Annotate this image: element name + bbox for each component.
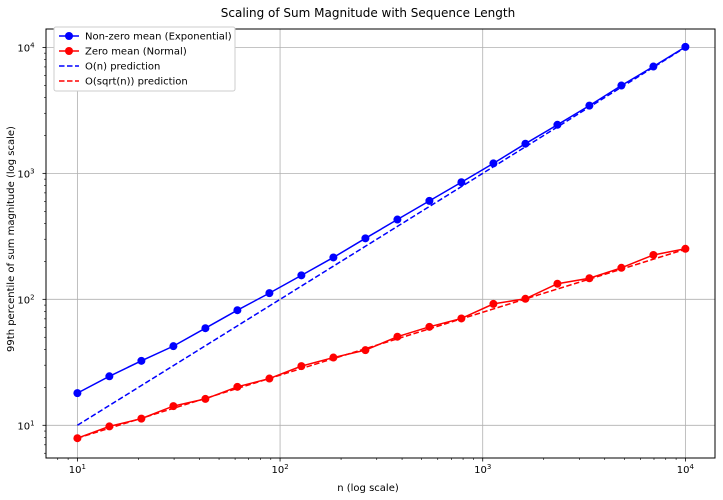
data-point <box>265 289 274 298</box>
data-point <box>169 342 178 351</box>
data-point <box>393 332 402 341</box>
legend-label: Non-zero mean (Exponential) <box>85 32 232 43</box>
x-tick-label: 104 <box>677 463 695 476</box>
legend: Non-zero mean (Exponential) Zero mean (No… <box>53 26 236 92</box>
data-point <box>137 414 146 423</box>
series-non-zero-mean-exponential <box>73 42 690 398</box>
legend-label: O(sqrt(n)) prediction <box>85 77 188 88</box>
legend-marker <box>65 47 73 55</box>
plot-series <box>73 42 690 443</box>
data-point <box>553 120 562 129</box>
data-point <box>361 234 370 243</box>
y-tick-label: 104 <box>17 41 35 54</box>
data-point <box>297 362 306 371</box>
data-point <box>233 382 242 391</box>
y-tick-label: 103 <box>17 167 34 180</box>
legend-item-non-zero-mean-exponential: Non-zero mean (Exponential) <box>59 32 232 43</box>
series-o-sqrt-n-prediction <box>77 248 686 439</box>
legend-box <box>53 26 236 92</box>
data-point <box>329 253 338 262</box>
data-point <box>617 263 626 272</box>
data-point <box>393 215 402 224</box>
series-line <box>77 46 686 394</box>
data-point <box>585 274 594 283</box>
legend-marker <box>65 32 73 40</box>
data-point <box>649 62 658 71</box>
data-point <box>649 250 658 259</box>
data-point <box>489 159 498 168</box>
data-point <box>105 422 114 431</box>
data-point <box>553 279 562 288</box>
data-point <box>265 374 274 383</box>
data-point <box>105 372 114 381</box>
x-axis-ticks: 101 102 103 104 <box>57 458 695 476</box>
series-o-n-prediction <box>76 46 686 426</box>
x-tick-label: 101 <box>69 463 86 476</box>
data-point <box>521 139 530 148</box>
series-line <box>77 248 686 439</box>
data-point <box>585 101 594 110</box>
data-point <box>681 42 690 51</box>
data-point <box>201 394 210 403</box>
y-tick-label: 102 <box>17 293 34 306</box>
plot-frame <box>45 28 716 459</box>
data-point <box>297 271 306 280</box>
data-point <box>73 389 82 398</box>
data-point <box>681 244 690 253</box>
series-zero-mean-normal <box>73 244 690 443</box>
data-point <box>233 306 242 315</box>
data-point <box>73 434 82 443</box>
data-point <box>457 314 466 323</box>
data-point <box>489 299 498 308</box>
y-axis-ticks: 101 102 103 104 <box>17 41 46 454</box>
legend-label: O(n) prediction <box>85 62 160 73</box>
legend-item-zero-mean-normal: Zero mean (Normal) <box>59 47 187 58</box>
legend-item-o-n-prediction: O(n) prediction <box>59 62 160 73</box>
data-point <box>521 294 530 303</box>
data-point <box>361 346 370 355</box>
series-line <box>76 46 686 426</box>
legend-label: Zero mean (Normal) <box>85 47 187 58</box>
legend-item-o-sqrt-n-prediction: O(sqrt(n)) prediction <box>59 77 188 88</box>
series-line <box>77 248 686 439</box>
y-tick-label: 101 <box>17 419 34 432</box>
y-axis-label: 99th percentile of sum magnitude (log sc… <box>6 126 17 352</box>
data-point <box>329 353 338 362</box>
x-tick-label: 102 <box>271 463 288 476</box>
data-point <box>425 322 434 331</box>
data-point <box>169 402 178 411</box>
data-point <box>617 81 626 90</box>
data-point <box>201 324 210 333</box>
data-point <box>425 196 434 205</box>
x-axis-label: n (log scale) <box>337 483 399 494</box>
chart-title: Scaling of Sum Magnitude with Sequence L… <box>221 6 515 20</box>
data-point <box>457 178 466 187</box>
x-tick-label: 103 <box>474 463 491 476</box>
data-point <box>137 356 146 365</box>
